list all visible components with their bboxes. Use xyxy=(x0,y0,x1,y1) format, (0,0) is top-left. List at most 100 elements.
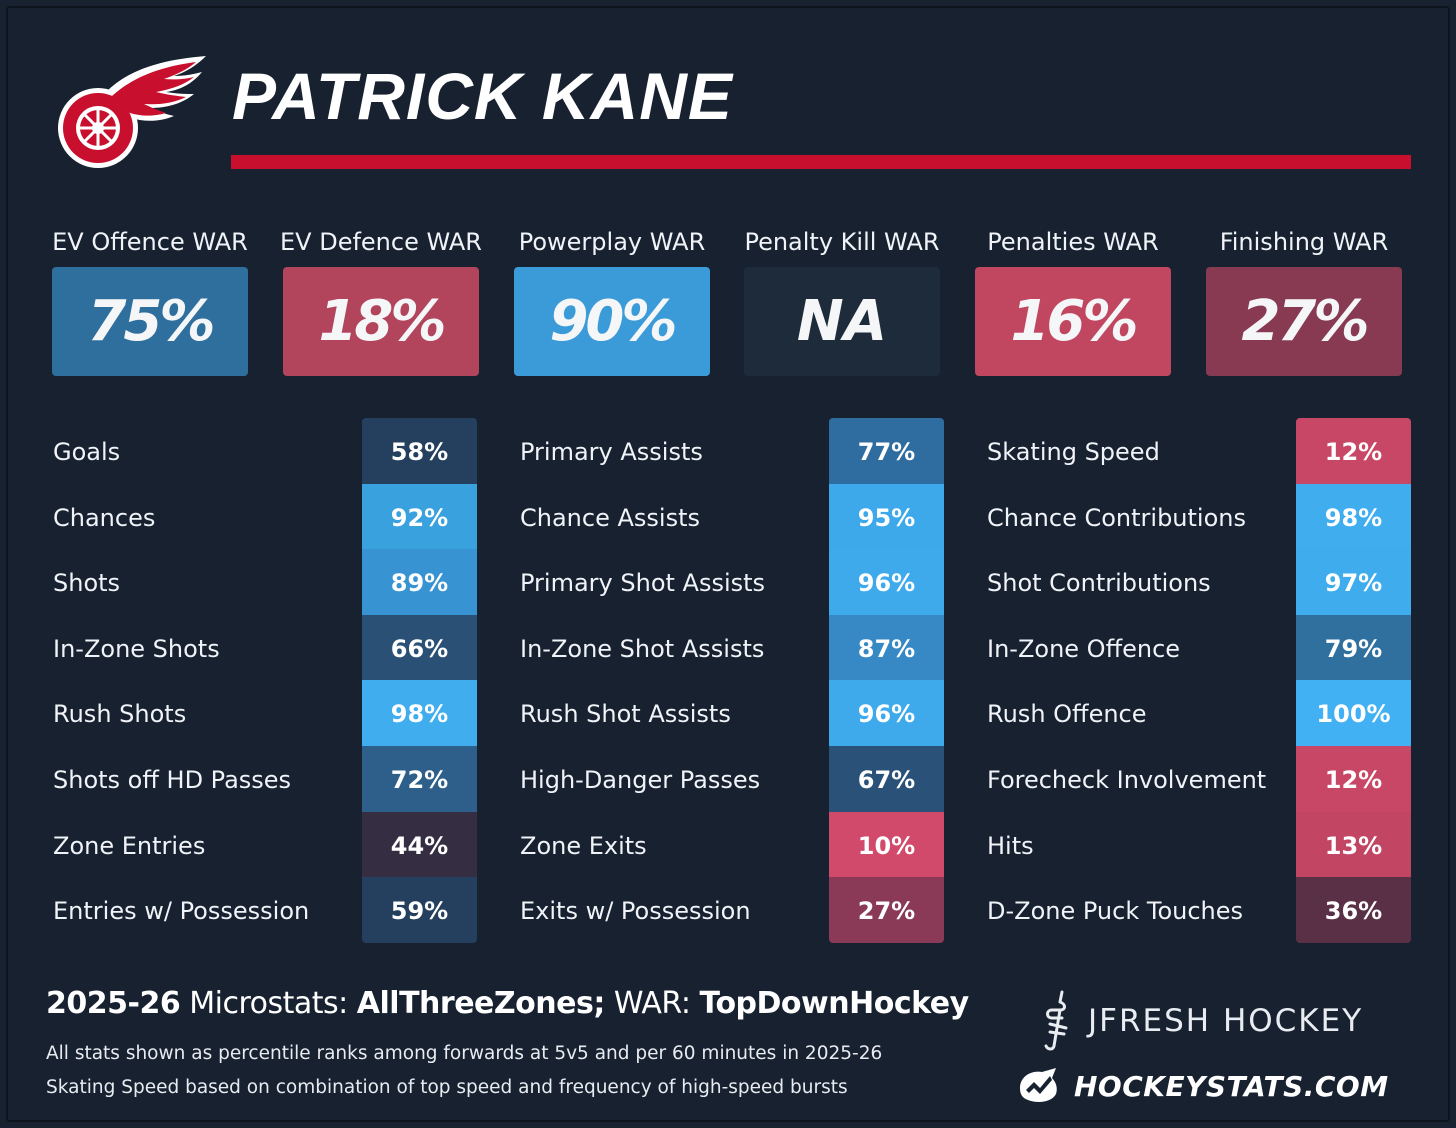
stat-row: Primary Assists 77% xyxy=(520,418,944,484)
jfresh-logo-icon xyxy=(1044,990,1068,1051)
war-value: 75% xyxy=(52,267,248,376)
stat-value: 66% xyxy=(390,634,449,663)
stat-row: In-Zone Offence 79% xyxy=(987,615,1411,681)
value-cell-bg xyxy=(829,418,944,485)
war-label: Penalties WAR xyxy=(987,228,1159,256)
war-source: TopDownHockey xyxy=(699,986,969,1021)
war-powerplay: Powerplay WAR 90% xyxy=(497,222,727,382)
stat-row: D-Zone Puck Touches 36% xyxy=(987,877,1411,943)
stat-label: Primary Assists xyxy=(520,438,703,466)
value-cell-bg xyxy=(1296,811,1411,878)
stat-label: Zone Exits xyxy=(520,831,647,860)
stat-row: Primary Shot Assists 96% xyxy=(520,549,944,615)
value-cell-bg xyxy=(829,746,944,813)
stat-label: Rush Shots xyxy=(53,700,187,729)
value-strip xyxy=(829,418,944,943)
value-cell-bg xyxy=(362,811,477,878)
stat-row: In-Zone Shots 66% xyxy=(53,615,477,681)
hockeystats-text: HOCKEYSTATS.COM xyxy=(1074,1069,1389,1103)
value-cell-bg xyxy=(829,483,944,550)
war-label: EV Defence WAR xyxy=(280,228,482,256)
stat-label: D-Zone Puck Touches xyxy=(987,897,1244,926)
red-wings-logo-icon xyxy=(58,56,206,168)
stat-row: Shot Contributions 97% xyxy=(987,549,1411,615)
stat-row: Zone Exits 10% xyxy=(520,812,944,878)
stat-value: 10% xyxy=(857,831,916,860)
war-label: Finishing WAR xyxy=(1219,228,1389,256)
stat-label: Entries w/ Possession xyxy=(53,897,310,926)
stat-row: Skating Speed 12% xyxy=(987,418,1411,484)
stat-value: 72% xyxy=(390,766,449,794)
stat-label: Exits w/ Possession xyxy=(520,897,751,926)
value-cell-bg xyxy=(362,877,477,943)
war-ev-offence: EV Offence WAR 75% xyxy=(35,222,265,382)
passing-stats-column: Primary Assists 77% Chance Assists 95% Prima… xyxy=(520,418,944,943)
stat-value: 87% xyxy=(857,634,916,663)
stat-row: Goals 58% xyxy=(53,418,477,484)
value-cell-bg xyxy=(362,549,477,616)
stat-label: Shots off HD Passes xyxy=(53,766,292,794)
jfresh-hockey-brand: JFRESH HOCKEY xyxy=(1036,986,1363,1056)
stat-value: 27% xyxy=(857,897,916,926)
stat-row: Shots 89% xyxy=(53,549,477,615)
value-cell-bg xyxy=(829,680,944,747)
stat-label: Primary Shot Assists xyxy=(520,569,766,598)
stat-row: Entries w/ Possession 59% xyxy=(53,877,477,943)
stat-label: Hits xyxy=(987,831,1034,860)
stat-label: Zone Entries xyxy=(53,831,206,860)
footnote-skating-speed: Skating Speed based on combination of to… xyxy=(46,1077,848,1098)
war-value: NA xyxy=(744,267,940,376)
value-cell-bg xyxy=(362,680,477,747)
stat-label: Rush Shot Assists xyxy=(520,700,731,729)
stat-value: 100% xyxy=(1316,700,1391,729)
war-value: 90% xyxy=(514,267,710,376)
stat-label: In-Zone Shot Assists xyxy=(520,634,765,663)
stat-label: Chance Contributions xyxy=(987,503,1246,532)
microstats-prefix: Microstats: xyxy=(180,986,357,1021)
shooting-stats-column: Goals 58% Chances 92% Shots 89% In-Zone Shots 6… xyxy=(53,418,477,943)
value-cell-bg xyxy=(829,549,944,616)
stat-value: 98% xyxy=(1324,503,1383,532)
stat-row: Rush Shots 98% xyxy=(53,680,477,746)
stat-label: Skating Speed xyxy=(987,438,1160,466)
stat-row: Chance Contributions 98% xyxy=(987,484,1411,550)
stat-label: Forecheck Involvement xyxy=(987,766,1267,794)
stat-value: 44% xyxy=(390,831,449,860)
stat-value: 36% xyxy=(1324,897,1383,926)
stat-label: In-Zone Offence xyxy=(987,634,1181,663)
war-finishing: Finishing WAR 27% xyxy=(1189,222,1419,382)
stat-row: Shots off HD Passes 72% xyxy=(53,746,477,812)
value-cell-bg xyxy=(1296,549,1411,616)
stat-row: Forecheck Involvement 12% xyxy=(987,746,1411,812)
hockeystats-logo-icon xyxy=(1020,1068,1057,1102)
stat-row: Exits w/ Possession 27% xyxy=(520,877,944,943)
value-cell-bg xyxy=(1296,877,1411,943)
contribution-stats-column: Skating Speed 12% Chance Contributions 98% S… xyxy=(987,418,1411,943)
stat-value: 12% xyxy=(1324,766,1383,794)
value-cell-bg xyxy=(362,746,477,813)
stat-row: Zone Entries 44% xyxy=(53,812,477,878)
value-cell-bg xyxy=(1296,746,1411,813)
war-label: Penalty Kill WAR xyxy=(744,228,940,256)
value-cell-bg xyxy=(1296,680,1411,747)
war-penalties: Penalties WAR 16% xyxy=(958,222,1188,382)
value-cell-bg xyxy=(829,877,944,943)
footnote-percentile: All stats shown as percentile ranks amon… xyxy=(46,1043,883,1064)
value-cell-bg xyxy=(829,614,944,681)
stat-row: Chance Assists 95% xyxy=(520,484,944,550)
war-value: 16% xyxy=(975,267,1171,376)
stat-row: Rush Shot Assists 96% xyxy=(520,680,944,746)
stat-label: High-Danger Passes xyxy=(520,766,761,794)
source-line: 2025-26 Microstats: AllThreeZones; WAR: … xyxy=(46,986,969,1021)
value-cell-bg xyxy=(362,483,477,550)
stat-label: Rush Offence xyxy=(987,700,1147,729)
stat-value: 96% xyxy=(857,700,916,729)
stat-row: Chances 92% xyxy=(53,484,477,550)
value-strip xyxy=(1296,418,1411,943)
value-strip xyxy=(362,418,477,943)
stat-label: Chance Assists xyxy=(520,503,700,532)
war-prefix: WAR: xyxy=(604,986,700,1021)
stat-value: 58% xyxy=(390,438,449,466)
stat-value: 96% xyxy=(857,569,916,598)
stat-row: High-Danger Passes 67% xyxy=(520,746,944,812)
